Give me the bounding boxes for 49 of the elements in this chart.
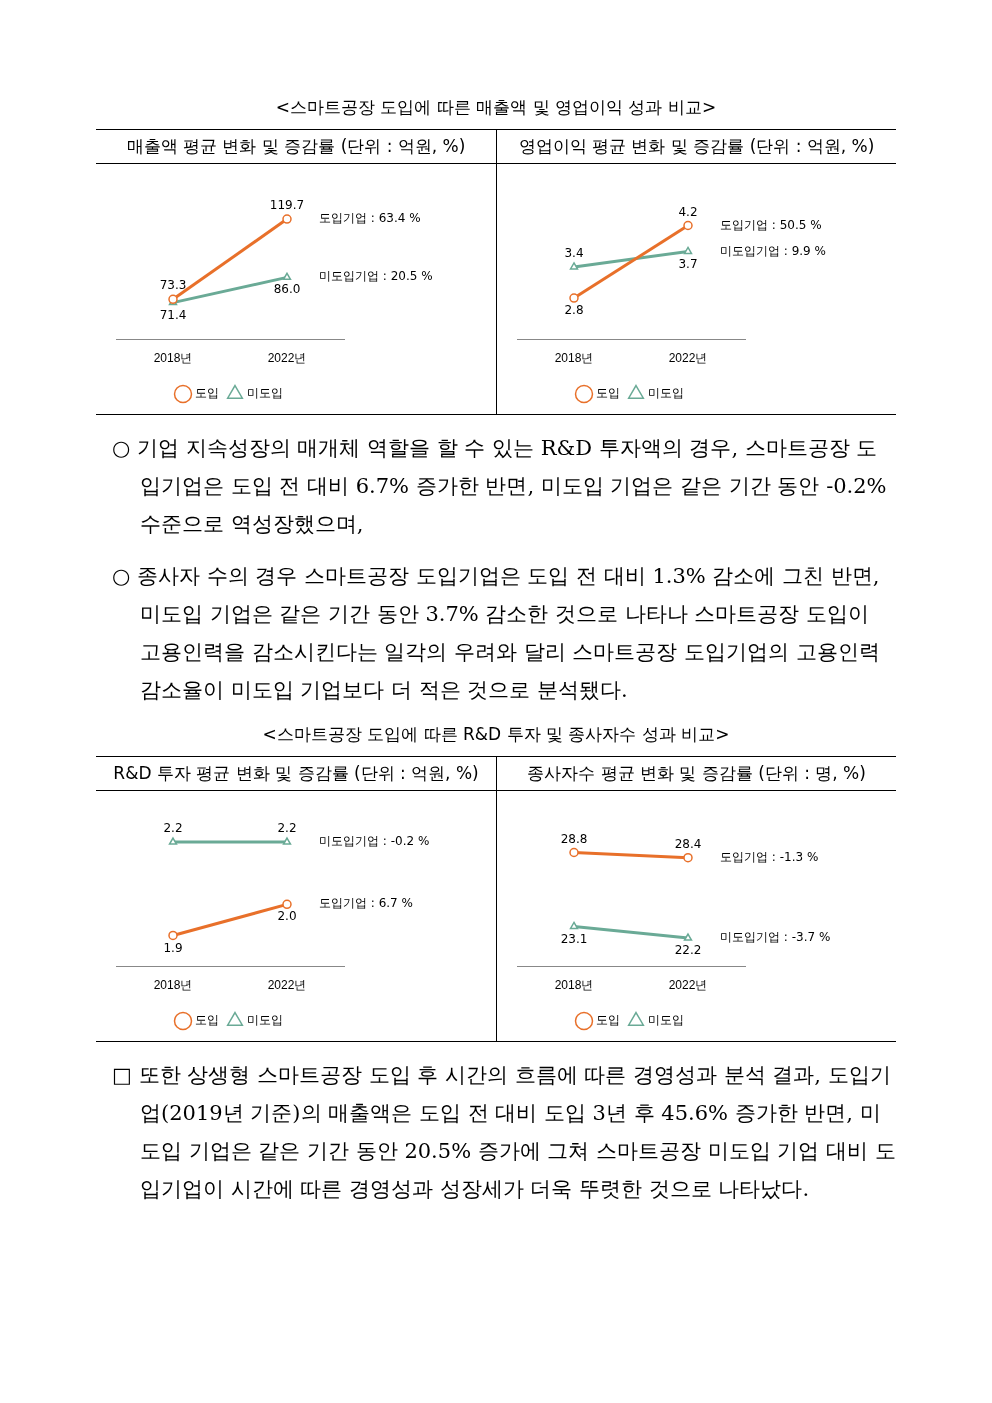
legend-label: 도입 bbox=[596, 1013, 620, 1028]
data-label: 28.4 bbox=[674, 836, 702, 851]
annotation: 도입기업 : 63.4 % bbox=[319, 211, 421, 226]
data-label: 22.2 bbox=[674, 943, 702, 958]
text: ○ 종사자 수의 경우 스마트공장 도입기업은 도입 전 대비 1.3% 감소에 그친 반면, 미도입 기업은 같은 기간 동안 3.7% 감소한 것으로 나타나 스마트공장 도입이 고용인력을 감소시킨다는 일각의 우려와 달리 스마트공장 도입기업의 고용인력 감소율이 미도입 기업보다 더 적은 것으로 분석됐다. bbox=[111, 563, 881, 704]
annotation: 도입기업 : 6.7 % bbox=[319, 896, 413, 911]
x-tick-label: 2022년 bbox=[267, 978, 307, 993]
annotation: 미도입기업 : -3.7 % bbox=[720, 930, 831, 945]
x-tick-label: 2018년 bbox=[554, 351, 594, 366]
x-tick-label: 2018년 bbox=[153, 978, 193, 993]
legend-label: 도입 bbox=[195, 386, 219, 401]
x-tick-label: 2018년 bbox=[554, 978, 594, 993]
legend-label: 미도입 bbox=[648, 1013, 684, 1028]
data-label: 86.0 bbox=[273, 282, 301, 297]
text: <스마트공장 도입에 따른 R&D 투자 및 종사자수 성과 비교> bbox=[261, 723, 731, 746]
data-label: 73.3 bbox=[159, 278, 187, 293]
annotation: 도입기업 : -1.3 % bbox=[720, 849, 819, 864]
data-label: 3.7 bbox=[678, 256, 698, 271]
x-tick-label: 2022년 bbox=[668, 351, 708, 366]
chart-title: 종사자수 평균 변화 및 증감률 (단위 : 명, %) bbox=[497, 757, 896, 791]
data-label: 2.8 bbox=[564, 303, 584, 318]
text: ○ 기업 지속성장의 매개체 역할을 할 수 있는 R&D 투자액의 경우, 스마트공장 도입기업은 도입 전 대비 6.7% 증가한 반면, 미도입 기업은 같은 기간 동안 -0.2% 수준으로 역성장했으며, bbox=[111, 435, 888, 538]
data-label: 28.8 bbox=[560, 831, 588, 846]
data-label: 2.2 bbox=[277, 821, 297, 836]
text: <스마트공장 도입에 따른 매출액 및 영업이익 성과 비교> bbox=[274, 96, 718, 119]
chart-title: 매출액 평균 변화 및 증감률 (단위 : 억원, %) bbox=[96, 130, 496, 164]
annotation: 미도입기업 : -0.2 % bbox=[319, 834, 430, 849]
annotation: 도입기업 : 50.5 % bbox=[720, 217, 822, 232]
x-tick-label: 2022년 bbox=[668, 978, 708, 993]
legend-label: 도입 bbox=[596, 386, 620, 401]
chart-title: 영업이익 평균 변화 및 증감률 (단위 : 억원, %) bbox=[497, 130, 896, 164]
data-label: 71.4 bbox=[159, 307, 187, 322]
legend-label: 미도입 bbox=[247, 386, 283, 401]
data-label: 2.2 bbox=[163, 821, 183, 836]
data-label: 1.9 bbox=[163, 940, 183, 955]
text: □ 또한 상생형 스마트공장 도입 후 시간의 흐름에 따른 경영성과 분석 결과, 도입기업(2019년 기준)의 매출액은 도입 전 대비 도입 3년 후 45.6% 증가한 반면, 미도입 기업은 같은 기간 동안 20.5% 증가에 그쳐 스마트공장 미도입 기업 대비 도입기업이 시간에 따른 경영성과 성장세가 더욱 뚜렷한 것으로 나타났다. bbox=[111, 1062, 896, 1203]
annotation: 미도입기업 : 20.5 % bbox=[319, 269, 433, 284]
x-tick-label: 2022년 bbox=[267, 351, 307, 366]
data-label: 3.4 bbox=[564, 246, 584, 261]
x-tick-label: 2018년 bbox=[153, 351, 193, 366]
legend-label: 미도입 bbox=[648, 386, 684, 401]
chart-title: R&D 투자 평균 변화 및 증감률 (단위 : 억원, %) bbox=[96, 757, 496, 791]
annotation: 미도입기업 : 9.9 % bbox=[720, 243, 826, 258]
data-label: 2.0 bbox=[277, 909, 297, 924]
data-label: 119.7 bbox=[269, 198, 305, 213]
legend-label: 미도입 bbox=[247, 1013, 283, 1028]
data-label: 23.1 bbox=[560, 931, 588, 946]
data-label: 4.2 bbox=[678, 204, 698, 219]
legend-label: 도입 bbox=[195, 1013, 219, 1028]
